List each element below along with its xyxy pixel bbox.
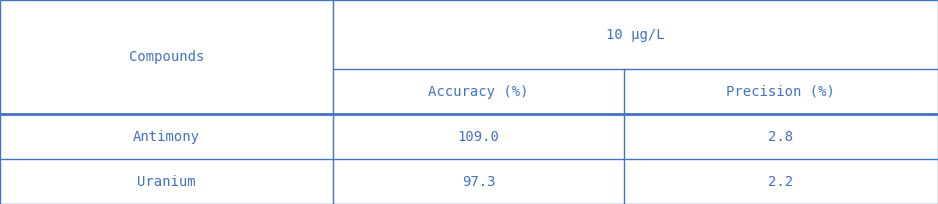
Text: 2.2: 2.2 <box>768 175 794 188</box>
Text: Uranium: Uranium <box>137 175 196 188</box>
Text: Precision (%): Precision (%) <box>726 85 836 99</box>
Text: 2.8: 2.8 <box>768 130 794 144</box>
Text: 97.3: 97.3 <box>461 175 495 188</box>
Text: Accuracy (%): Accuracy (%) <box>428 85 529 99</box>
Text: Antimony: Antimony <box>133 130 200 144</box>
Text: Compounds: Compounds <box>129 50 204 64</box>
Text: 10 μg/L: 10 μg/L <box>606 28 665 42</box>
Text: 109.0: 109.0 <box>458 130 499 144</box>
